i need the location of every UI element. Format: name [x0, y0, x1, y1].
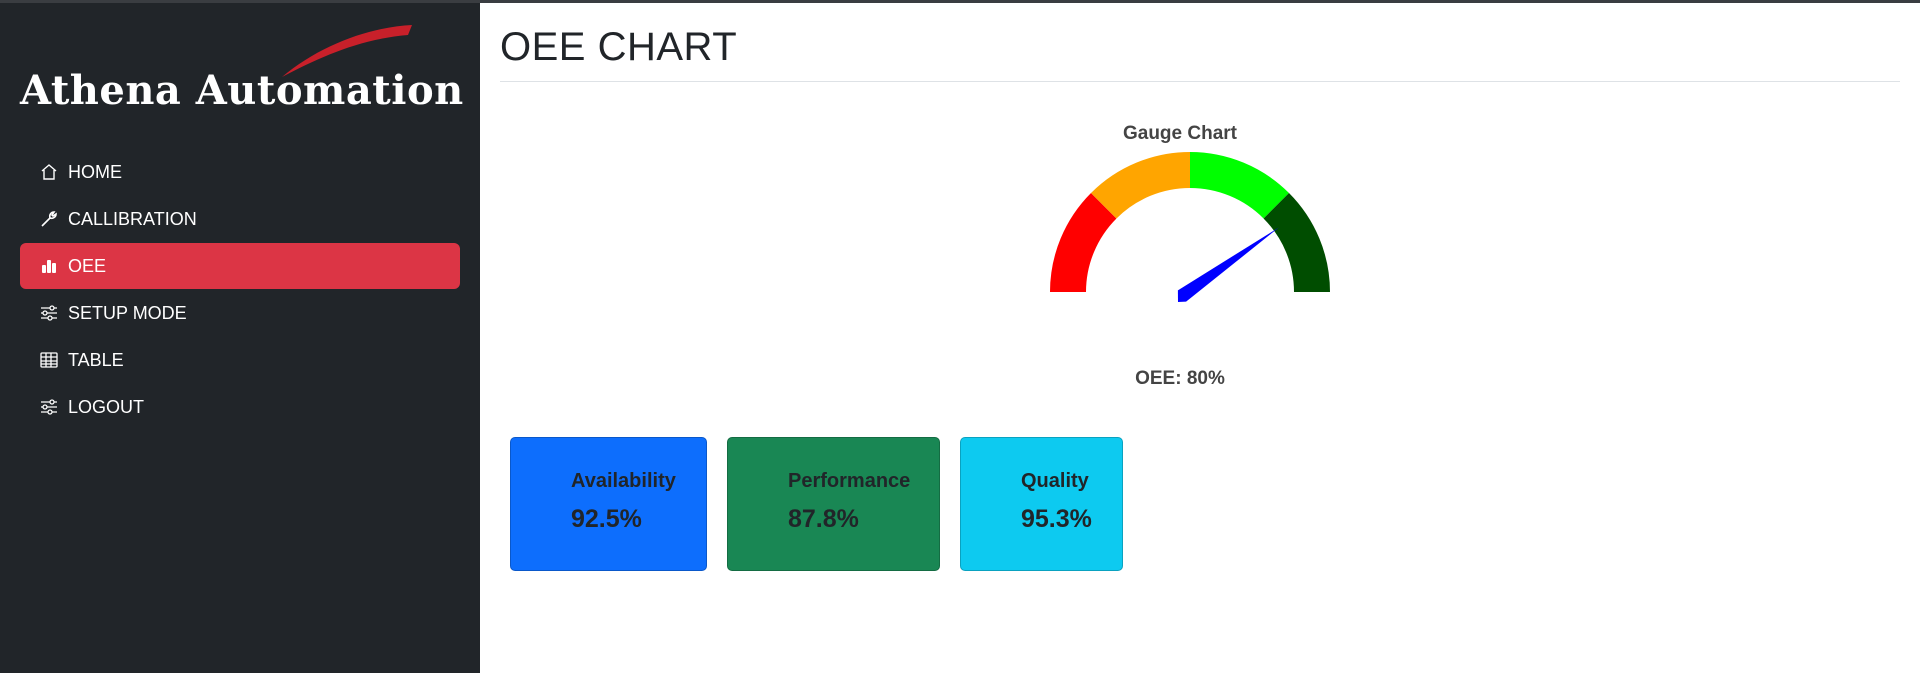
sidebar-item-label: SETUP MODE	[68, 302, 187, 323]
metric-cards: Availability 92.5% Performance 87.8% Qua…	[510, 437, 1123, 573]
gauge-chart	[1050, 152, 1330, 302]
sidebar-item-table[interactable]: TABLE	[20, 337, 460, 383]
availability-card: Availability 92.5%	[510, 437, 707, 571]
gauge-band-0	[1050, 193, 1117, 292]
sidebar-item-callibration[interactable]: CALLIBRATION	[20, 196, 460, 242]
gauge-band-2	[1190, 152, 1289, 219]
availability-label: Availability	[571, 470, 676, 492]
table-icon	[38, 349, 60, 371]
quality-card: Quality 95.3%	[960, 437, 1123, 571]
main-content: OEE CHART Gauge Chart OEE: 80% Availabil…	[480, 3, 1920, 673]
sidebar-item-label: OEE	[68, 255, 107, 276]
sidebar-item-label: HOME	[68, 161, 122, 182]
bar-chart-icon	[38, 255, 60, 277]
title-divider	[500, 81, 1900, 82]
sidebar-nav: HOME CALLIBRATION OEE SETUP MODE TABLE	[20, 149, 460, 431]
performance-value: 87.8%	[788, 505, 859, 533]
sliders-icon	[38, 396, 60, 418]
gauge-needle	[1177, 227, 1279, 302]
window-top-border	[0, 0, 1920, 3]
gauge-band-1	[1091, 152, 1190, 219]
performance-card: Performance 87.8%	[727, 437, 940, 571]
brand-logo[interactable]: Athena Automation	[20, 19, 464, 119]
page-title: OEE CHART	[500, 25, 738, 69]
sidebar-item-label: TABLE	[68, 349, 124, 370]
availability-value: 92.5%	[571, 505, 642, 533]
sidebar-item-setup-mode[interactable]: SETUP MODE	[20, 290, 460, 336]
sidebar-item-label: LOGOUT	[68, 396, 145, 417]
performance-label: Performance	[788, 470, 911, 492]
sidebar-item-home[interactable]: HOME	[20, 149, 460, 195]
logo-swoosh-icon	[282, 25, 412, 77]
quality-value: 95.3%	[1021, 505, 1092, 533]
sidebar: Athena Automation HOME CALLIBRATION OEE …	[0, 3, 480, 673]
sidebar-item-logout[interactable]: LOGOUT	[20, 384, 460, 430]
gauge-value-label: OEE: 80%	[1135, 368, 1225, 389]
gauge-title: Gauge Chart	[1122, 123, 1238, 144]
quality-label: Quality	[1021, 470, 1089, 492]
gauge-band-3	[1263, 193, 1330, 292]
brand-name: Athena Automation	[20, 67, 464, 114]
sliders-icon	[38, 302, 60, 324]
home-icon	[38, 161, 60, 183]
sidebar-item-oee[interactable]: OEE	[20, 243, 460, 289]
sidebar-item-label: CALLIBRATION	[68, 208, 197, 229]
wrench-icon	[38, 208, 60, 230]
